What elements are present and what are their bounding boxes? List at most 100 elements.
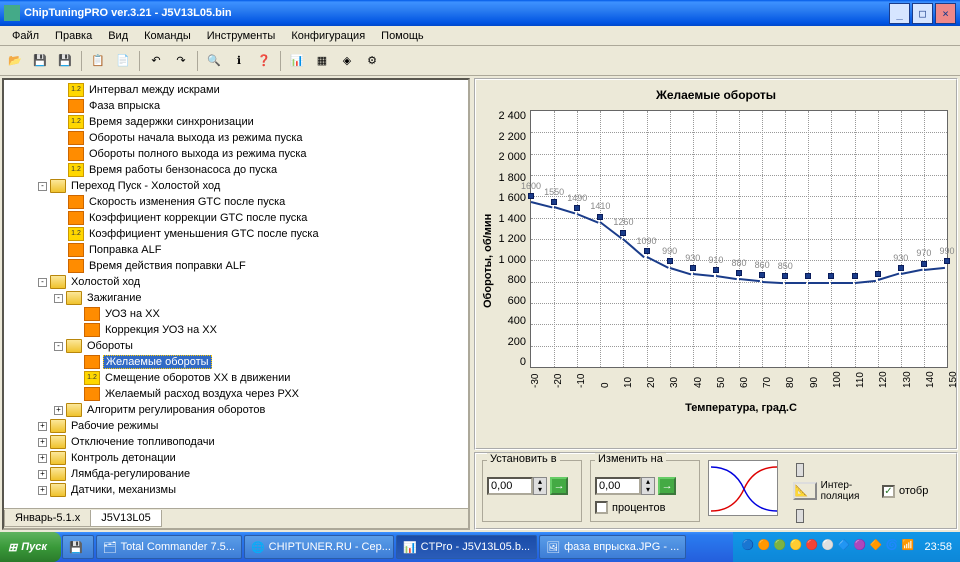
tab[interactable]: Январь-5.1.x bbox=[4, 510, 91, 527]
info-button[interactable]: ℹ bbox=[228, 50, 250, 72]
open-button[interactable]: 📂 bbox=[4, 50, 26, 72]
data-point[interactable] bbox=[620, 230, 626, 236]
data-point[interactable] bbox=[713, 267, 719, 273]
tree-item[interactable]: УОЗ на ХХ bbox=[6, 306, 466, 322]
tree-item[interactable]: +Отключение топливоподачи bbox=[6, 434, 466, 450]
tray-icon[interactable]: 🟡 bbox=[789, 540, 803, 554]
chart-button[interactable]: 📊 bbox=[286, 50, 308, 72]
tray-icon[interactable]: 🟣 bbox=[853, 540, 867, 554]
menu-правка[interactable]: Правка bbox=[47, 28, 100, 44]
data-point[interactable] bbox=[921, 261, 927, 267]
3d-button[interactable]: ◈ bbox=[336, 50, 358, 72]
tree-item[interactable]: -Переход Пуск - Холостой ход bbox=[6, 178, 466, 194]
taskbar-button[interactable]: 🖼фаза впрыска.JPG - ... bbox=[539, 535, 686, 559]
data-point[interactable] bbox=[828, 273, 834, 279]
tree-expander[interactable]: + bbox=[38, 422, 47, 431]
tree-item[interactable]: 1.2Интервал между искрами bbox=[6, 82, 466, 98]
menu-файл[interactable]: Файл bbox=[4, 28, 47, 44]
tree-item[interactable]: Время действия поправки ALF bbox=[6, 258, 466, 274]
taskbar-button[interactable]: 🌐CHIPTUNER.RU - Сер... bbox=[244, 535, 394, 559]
tree-item[interactable]: 1.2Время работы бензонасоса до пуска bbox=[6, 162, 466, 178]
tree-item[interactable]: -Обороты bbox=[6, 338, 466, 354]
paste-button[interactable]: 📄 bbox=[112, 50, 134, 72]
save-as-button[interactable]: 💾 bbox=[54, 50, 76, 72]
table-button[interactable]: ▦ bbox=[311, 50, 333, 72]
tree-item[interactable]: +Лямбда-регулирование bbox=[6, 466, 466, 482]
set-value-input[interactable] bbox=[487, 477, 533, 495]
tray-icon[interactable]: 🔷 bbox=[837, 540, 851, 554]
data-point[interactable] bbox=[690, 265, 696, 271]
minimize-button[interactable]: _ bbox=[889, 3, 910, 24]
tree-expander[interactable]: - bbox=[38, 278, 47, 287]
tree-item[interactable]: 1.2Смещение оборотов ХХ в движении bbox=[6, 370, 466, 386]
menu-инструменты[interactable]: Инструменты bbox=[199, 28, 284, 44]
tree-item[interactable]: -Холостой ход bbox=[6, 274, 466, 290]
tree-expander[interactable]: + bbox=[38, 470, 47, 479]
data-point[interactable] bbox=[759, 272, 765, 278]
tray-icon[interactable]: 🔵 bbox=[741, 540, 755, 554]
data-point[interactable] bbox=[736, 270, 742, 276]
data-point[interactable] bbox=[875, 271, 881, 277]
tree-expander[interactable]: - bbox=[38, 182, 47, 191]
tree-item[interactable]: +Датчики, механизмы bbox=[6, 482, 466, 498]
tree-item[interactable]: -Зажигание bbox=[6, 290, 466, 306]
tree-item[interactable]: Скорость изменения GTC после пуска bbox=[6, 194, 466, 210]
change-value-input[interactable] bbox=[595, 477, 641, 495]
help-button[interactable]: ❓ bbox=[253, 50, 275, 72]
tree-item[interactable]: Обороты полного выхода из режима пуска bbox=[6, 146, 466, 162]
settings-button[interactable]: ⚙ bbox=[361, 50, 383, 72]
tree-item[interactable]: Поправка ALF bbox=[6, 242, 466, 258]
data-point[interactable] bbox=[898, 265, 904, 271]
data-point[interactable] bbox=[574, 205, 580, 211]
data-point[interactable] bbox=[852, 273, 858, 279]
system-tray[interactable]: 🔵🟠🟢🟡🔴⚪🔷🟣🔶🌀📶 23:58 bbox=[733, 532, 960, 562]
taskbar-button[interactable]: 🗂Total Commander 7.5... bbox=[96, 535, 242, 559]
undo-button[interactable]: ↶ bbox=[145, 50, 167, 72]
tree-item[interactable]: Коэффициент коррекции GTC после пуска bbox=[6, 210, 466, 226]
tree-expander[interactable]: - bbox=[54, 342, 63, 351]
save-button[interactable]: 💾 bbox=[29, 50, 51, 72]
redo-button[interactable]: ↷ bbox=[170, 50, 192, 72]
menu-помощь[interactable]: Помощь bbox=[373, 28, 432, 44]
tray-icon[interactable]: 📶 bbox=[901, 540, 915, 554]
tree-item[interactable]: Обороты начала выхода из режима пуска bbox=[6, 130, 466, 146]
menu-команды[interactable]: Команды bbox=[136, 28, 199, 44]
tree-expander[interactable]: - bbox=[54, 294, 63, 303]
search-button[interactable]: 🔍 bbox=[203, 50, 225, 72]
set-spinner[interactable]: ▴▾ bbox=[533, 477, 547, 495]
data-point[interactable] bbox=[805, 273, 811, 279]
tree-expander[interactable]: + bbox=[38, 454, 47, 463]
tray-icon[interactable]: ⚪ bbox=[821, 540, 835, 554]
menu-конфигурация[interactable]: Конфигурация bbox=[283, 28, 373, 44]
change-spinner[interactable]: ▴▾ bbox=[641, 477, 655, 495]
tree-view[interactable]: 1.2Интервал между искрамиФаза впрыска1.2… bbox=[4, 80, 468, 498]
tray-icon[interactable]: 🟠 bbox=[757, 540, 771, 554]
close-button[interactable]: × bbox=[935, 3, 956, 24]
tray-icon[interactable]: 🌀 bbox=[885, 540, 899, 554]
tree-item[interactable]: 1.2Коэффициент уменьшения GTC после пуск… bbox=[6, 226, 466, 242]
taskbar-button[interactable]: 📊CTPro - J5V13L05.b... bbox=[396, 535, 537, 559]
tray-icon[interactable]: 🟢 bbox=[773, 540, 787, 554]
maximize-button[interactable]: □ bbox=[912, 3, 933, 24]
tray-icon[interactable]: 🔶 bbox=[869, 540, 883, 554]
data-point[interactable] bbox=[528, 193, 534, 199]
data-point[interactable] bbox=[597, 214, 603, 220]
data-point[interactable] bbox=[644, 248, 650, 254]
copy-button[interactable]: 📋 bbox=[87, 50, 109, 72]
plot-area[interactable]: 1600155014901410126010909909309108808608… bbox=[530, 106, 952, 416]
tree-expander[interactable]: + bbox=[38, 486, 47, 495]
tab[interactable]: J5V13L05 bbox=[90, 510, 162, 527]
tree-item[interactable]: Фаза впрыска bbox=[6, 98, 466, 114]
data-point[interactable] bbox=[782, 273, 788, 279]
tree-item[interactable]: 1.2Время задержки синхронизации bbox=[6, 114, 466, 130]
interp-button[interactable]: 📐 bbox=[793, 482, 817, 500]
taskbar-button[interactable]: 💾 bbox=[62, 535, 94, 559]
set-apply-button[interactable]: → bbox=[550, 477, 568, 495]
tray-icon[interactable]: 🔴 bbox=[805, 540, 819, 554]
tree-item[interactable]: +Контроль детонации bbox=[6, 450, 466, 466]
data-point[interactable] bbox=[944, 258, 950, 264]
tree-item[interactable]: +Алгоритм регулирования оборотов bbox=[6, 402, 466, 418]
data-point[interactable] bbox=[551, 199, 557, 205]
tree-expander[interactable]: + bbox=[54, 406, 63, 415]
tree-expander[interactable]: + bbox=[38, 438, 47, 447]
